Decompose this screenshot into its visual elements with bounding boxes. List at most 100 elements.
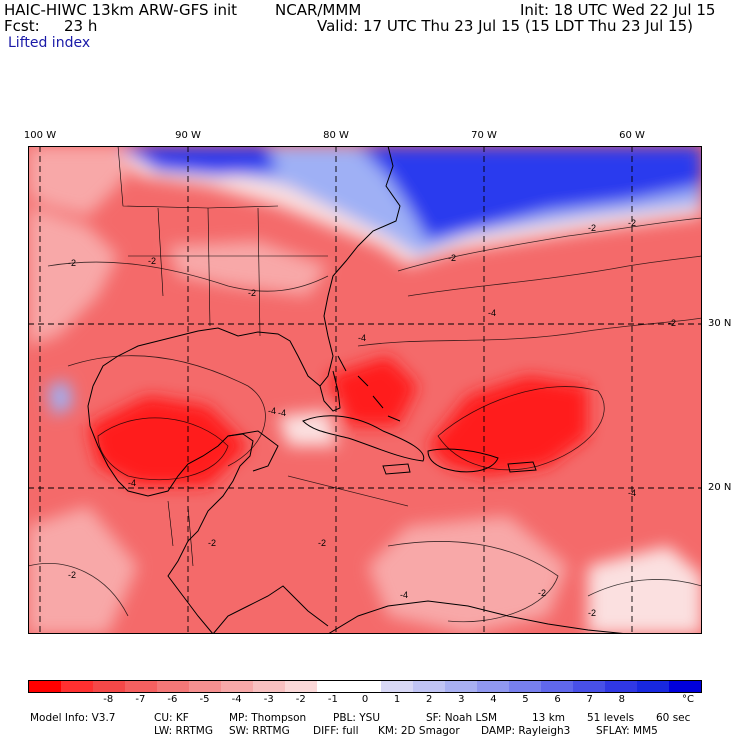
footer-cu: CU: KF: [154, 712, 189, 724]
lon-label-70w: 70 W: [471, 130, 497, 141]
lat-label-20n: 20 N: [708, 482, 732, 493]
contour-label: -4: [278, 408, 286, 418]
forecast-label: Fcst:: [4, 17, 40, 35]
colorbar-tick-label: -3: [263, 694, 274, 705]
footer-timestep: 60 sec: [656, 712, 691, 724]
field-region: [28, 206, 118, 346]
colorbar-swatch: [221, 681, 253, 692]
colorbar-tick-label: 2: [426, 694, 433, 705]
contour-label: -2: [628, 218, 636, 228]
colorbar-tick-label: 4: [490, 694, 497, 705]
colorbar-swatch: [253, 681, 285, 692]
organization-label: NCAR/MMM: [275, 1, 362, 19]
colorbar-swatch: [93, 681, 125, 692]
colorbar-unit: °C: [682, 694, 694, 705]
colorbar-swatch: [61, 681, 93, 692]
field-region: [48, 381, 73, 416]
field-region: [328, 356, 418, 426]
lifted-index-map: -2 -4 -2 -4 -2 -4 -2 -4 -4 -2 -4 -2 -2 -…: [28, 146, 702, 634]
contour-label-group: -2 -4 -2 -4 -2 -4 -2 -4 -4 -2 -4 -2 -2 -…: [68, 218, 676, 618]
model-title: HAIC-HIWC 13km ARW-GFS init: [4, 1, 238, 19]
footer-damp: DAMP: Rayleigh3: [481, 725, 571, 737]
map-canvas: -2 -4 -2 -4 -2 -4 -2 -4 -4 -2 -4 -2 -2 -…: [28, 146, 702, 634]
latlon-grid: [28, 146, 702, 634]
footer-sflay: SFLAY: MM5: [596, 725, 658, 737]
colorbar-swatch: [509, 681, 541, 692]
footer-sw: SW: RRTMG: [229, 725, 290, 737]
field-name: Lifted index: [8, 35, 91, 51]
contour-label: -2: [148, 256, 156, 266]
colorbar-swatch: [669, 681, 701, 692]
valid-time: Valid: 17 UTC Thu 23 Jul 15 (15 LDT Thu …: [317, 17, 693, 35]
colorbar-tick-label: -7: [135, 694, 146, 705]
contour-label: -2: [448, 253, 456, 263]
lon-label-90w: 90 W: [175, 130, 201, 141]
lon-label-100w: 100 W: [23, 130, 57, 141]
colorbar-tick-label: -8: [103, 694, 114, 705]
colorbar-swatch: [445, 681, 477, 692]
colorbar-swatch: [349, 681, 381, 692]
forecast-hour: 23 h: [64, 17, 98, 35]
contour-label: -4: [400, 590, 408, 600]
footer-lw: LW: RRTMG: [154, 725, 213, 737]
colorbar-swatch: [573, 681, 605, 692]
lifted-index-colorbar: [28, 680, 702, 693]
colorbar-tick-label: 3: [458, 694, 465, 705]
footer-levels: 51 levels: [587, 712, 635, 724]
colorbar-swatch: [317, 681, 349, 692]
colorbar-tick-label: 7: [586, 694, 593, 705]
field-region: [88, 396, 248, 486]
colorbar-tick-label: 6: [554, 694, 561, 705]
colorbar-tick-label: 8: [618, 694, 625, 705]
map-border: [28, 146, 702, 634]
contour-label: -2: [208, 538, 216, 548]
lat-label-30n: 30 N: [708, 318, 732, 329]
colorbar-tick-label: -2: [295, 694, 306, 705]
colorbar-swatch: [413, 681, 445, 692]
colorbar-swatch: [125, 681, 157, 692]
field-region: [28, 506, 138, 634]
colorbar-swatch: [189, 681, 221, 692]
colorbar-swatch: [637, 681, 669, 692]
colorbar-tick-label: -5: [199, 694, 210, 705]
colorbar-tick-label: -1: [327, 694, 338, 705]
field-region: [118, 146, 278, 176]
colorbar-swatch: [29, 681, 61, 692]
field-shading: [28, 146, 702, 634]
contour-label: -2: [68, 570, 76, 580]
footer-km: KM: 2D Smagor: [378, 725, 460, 737]
colorbar-tick-label: 0: [361, 694, 369, 705]
contour-label: -2: [248, 288, 256, 298]
contour-label: -4: [628, 488, 636, 498]
colorbar-swatch: [157, 681, 189, 692]
field-region: [588, 546, 702, 634]
colorbar-swatch: [285, 681, 317, 692]
lon-label-80w: 80 W: [323, 130, 349, 141]
field-region: [358, 146, 702, 241]
init-time: Init: 18 UTC Wed 22 Jul 15: [520, 1, 716, 19]
colorbar-tick-label: -4: [231, 694, 242, 705]
colorbar-tick-label: -6: [167, 694, 178, 705]
colorbar-swatch: [541, 681, 573, 692]
footer-pbl: PBL: YSU: [333, 712, 381, 724]
footer-mp: MP: Thompson: [229, 712, 307, 724]
contour-lines: [28, 217, 702, 623]
contour-label: -4: [358, 333, 366, 343]
colorbar-swatch: [477, 681, 509, 692]
field-region: [278, 411, 338, 446]
colorbar-tick-label: 1: [393, 694, 401, 705]
contour-label: -2: [588, 608, 596, 618]
footer-resolution: 13 km: [532, 712, 566, 724]
contour-label: -4: [268, 406, 276, 416]
contour-label: -4: [488, 308, 496, 318]
field-region: [168, 241, 328, 296]
contour-label: -4: [128, 478, 136, 488]
contour-label: -2: [588, 223, 596, 233]
contour-label: -2: [68, 258, 76, 268]
colorbar-tick-label: 5: [522, 694, 529, 705]
footer-model-info: Model Info: V3.7: [30, 712, 116, 724]
contour-label: -2: [668, 318, 676, 328]
contour-label: -2: [318, 538, 326, 548]
footer-sf: SF: Noah LSM: [426, 712, 498, 724]
field-region: [368, 516, 568, 634]
